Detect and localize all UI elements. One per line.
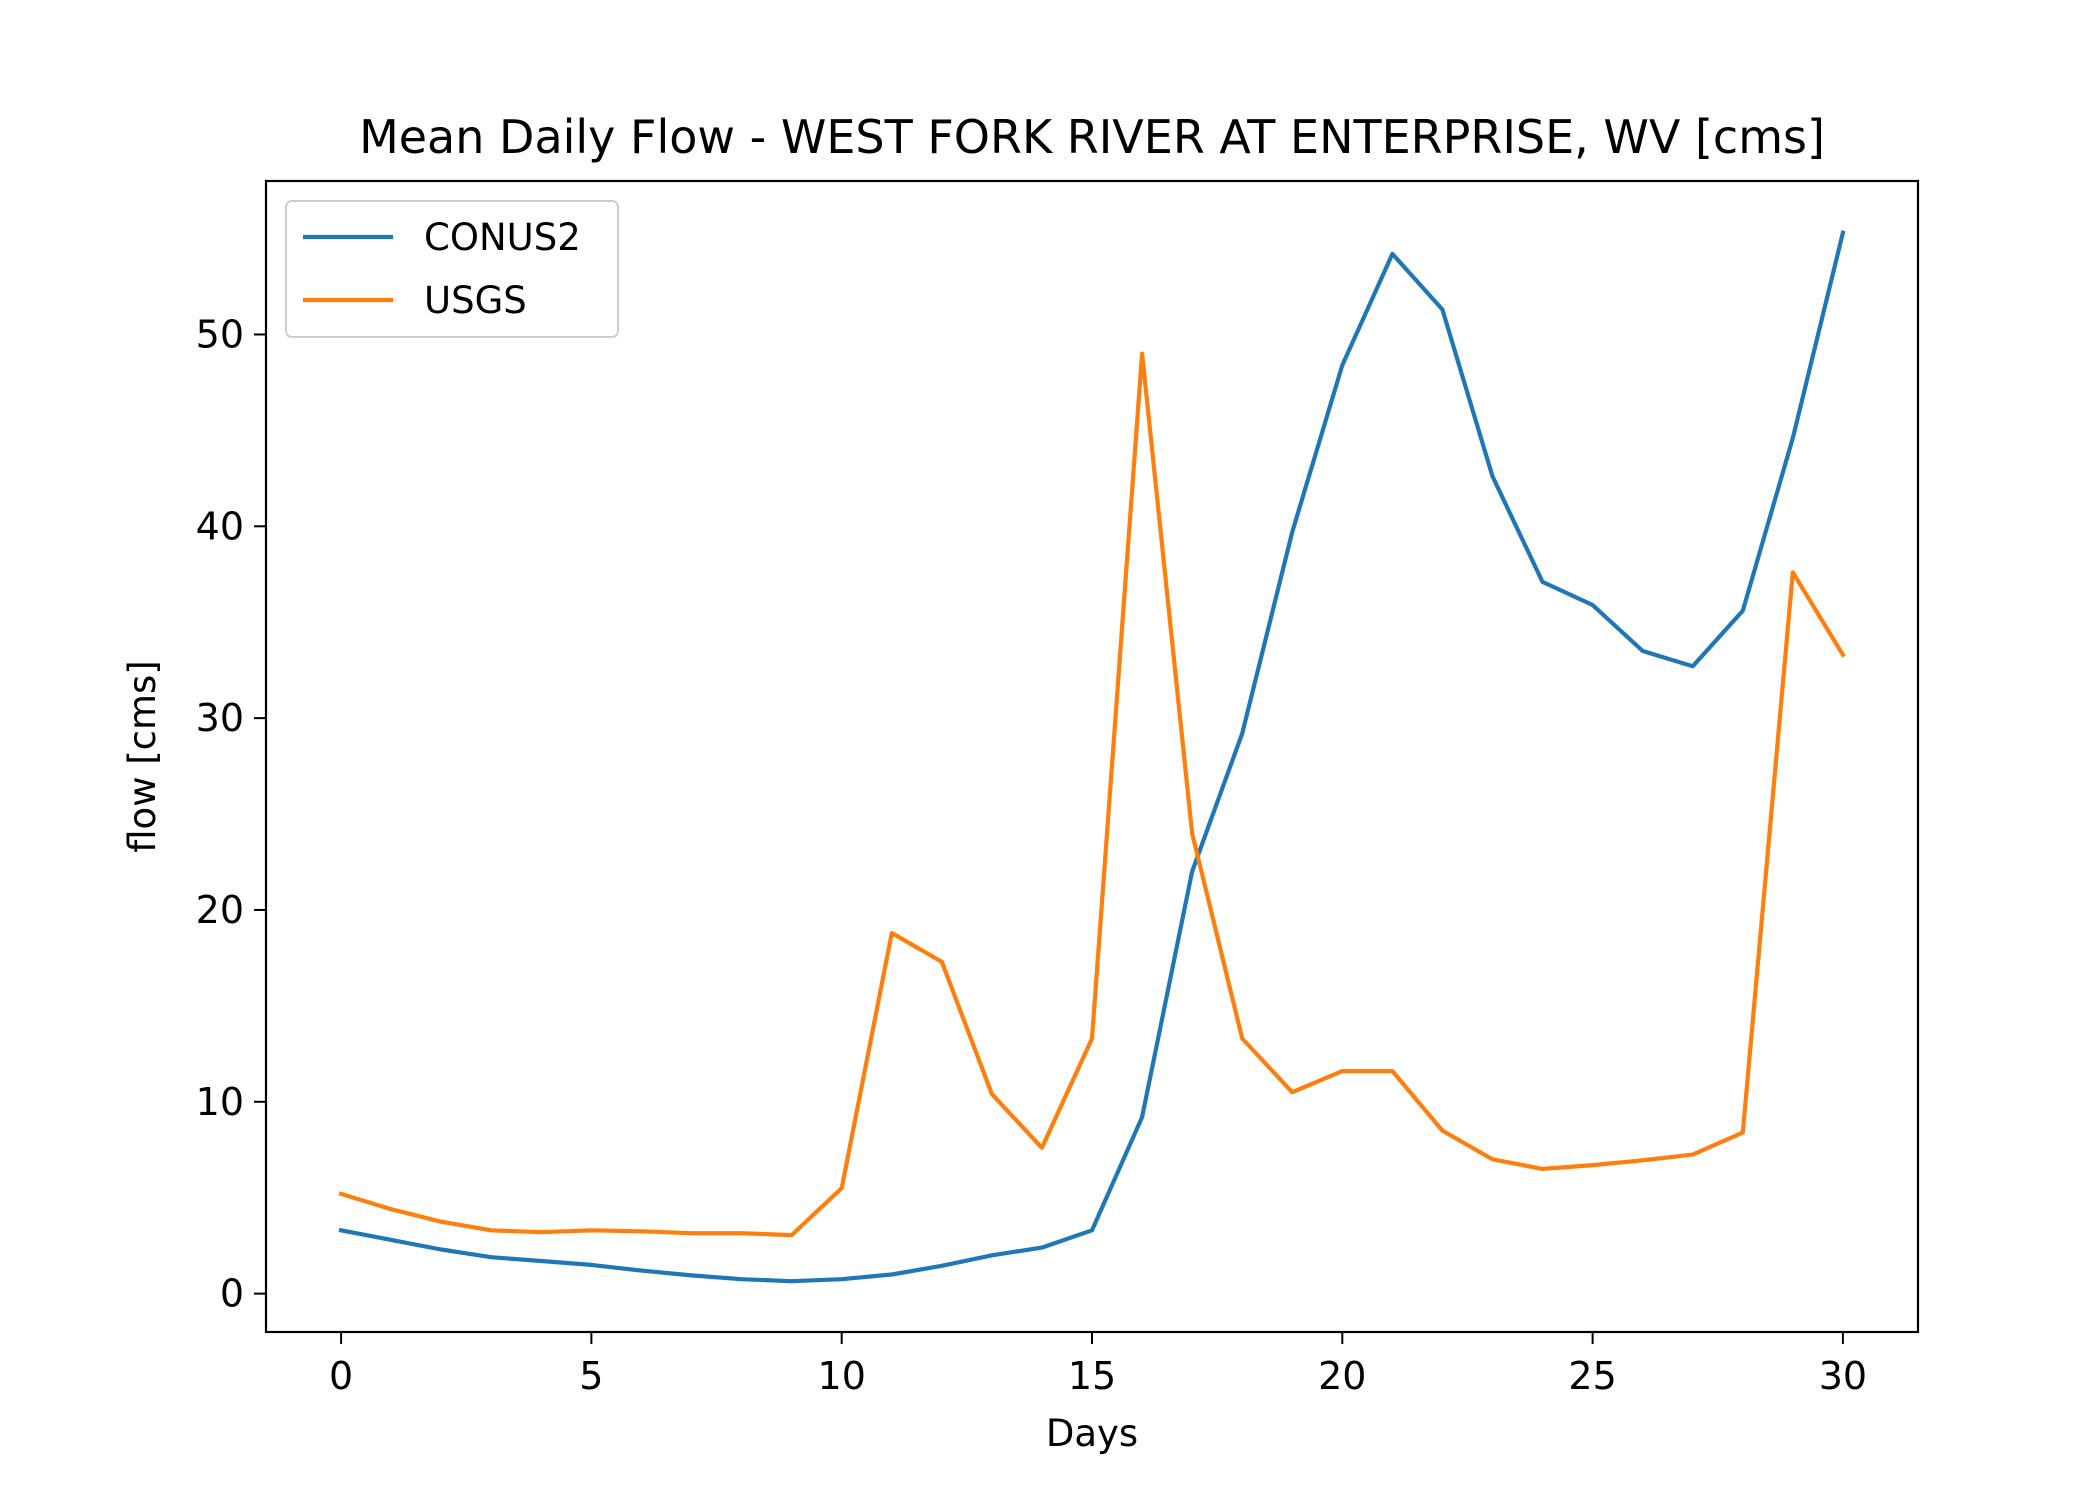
x-tick-label: 10 xyxy=(818,1354,866,1398)
x-axis-ticks: 0 5 10 15 20 25 30 xyxy=(329,1332,1867,1398)
x-tick-label: 20 xyxy=(1318,1354,1366,1398)
legend-label-usgs: USGS xyxy=(424,279,527,322)
y-tick-label: 30 xyxy=(196,696,244,740)
y-tick-label: 20 xyxy=(196,888,244,932)
chart-lines xyxy=(338,230,1846,1284)
x-tick-label: 0 xyxy=(329,1354,353,1398)
x-axis-label: Days xyxy=(1046,1412,1138,1455)
series-line-usgs xyxy=(338,351,1846,1238)
x-tick-label: 5 xyxy=(579,1354,603,1398)
chart-title: Mean Daily Flow - WEST FORK RIVER AT ENT… xyxy=(359,110,1825,164)
y-tick-label: 50 xyxy=(196,312,244,356)
y-axis-label: flow [cms] xyxy=(121,660,164,853)
x-tick-label: 30 xyxy=(1819,1354,1867,1398)
y-tick-label: 10 xyxy=(196,1080,244,1124)
x-tick-label: 25 xyxy=(1568,1354,1616,1398)
legend-label-conus2: CONUS2 xyxy=(424,216,581,259)
series-line-conus2 xyxy=(338,230,1846,1284)
y-tick-label: 40 xyxy=(196,504,244,548)
plot-area-frame xyxy=(264,179,1920,1334)
x-tick-label: 15 xyxy=(1068,1354,1116,1398)
y-axis-ticks: 0 10 20 30 40 50 xyxy=(196,312,266,1316)
legend: CONUS2 USGS xyxy=(285,200,619,338)
y-tick-label: 0 xyxy=(220,1272,244,1316)
